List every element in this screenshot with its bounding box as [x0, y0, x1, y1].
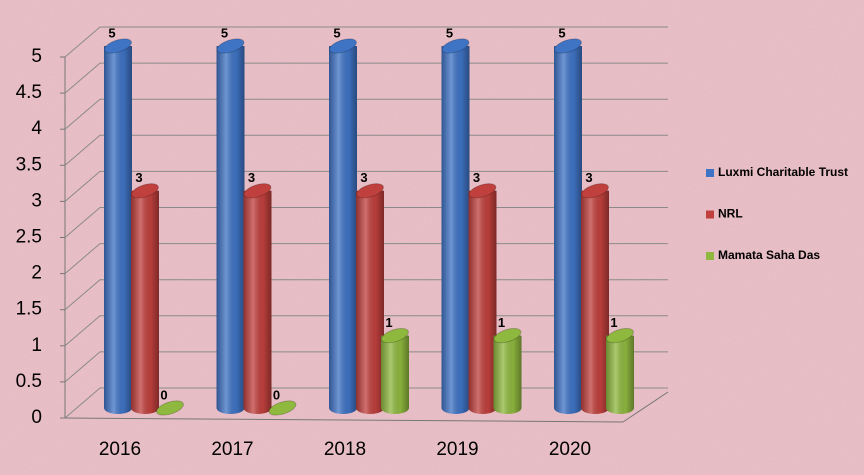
legend-label: Luxmi Charitable Trust: [718, 165, 848, 179]
y-tick-label: 4: [31, 118, 42, 139]
bar-shade: [493, 335, 522, 414]
bar-top: [441, 38, 470, 54]
bar-shade: [131, 190, 159, 414]
bar-top: [156, 400, 184, 416]
bar: [243, 183, 272, 414]
y-tick-label: 2.5: [16, 227, 42, 248]
bar-top: [131, 183, 159, 199]
x-tick-label: 2018: [324, 439, 366, 460]
value-label: 5: [558, 25, 565, 40]
y-tick-label: 3.5: [16, 154, 42, 175]
bar: [356, 183, 384, 414]
bar: [441, 38, 470, 414]
bar-shade: [216, 46, 245, 414]
bar-shade: [356, 190, 384, 414]
bar-shade: [554, 46, 582, 414]
bar: [268, 400, 297, 416]
y-tick-label: 1: [31, 335, 42, 356]
grid-line: [64, 62, 668, 94]
value-label: 0: [273, 387, 280, 402]
bar-top: [493, 327, 522, 344]
value-label: 3: [360, 170, 367, 185]
bar-shade: [468, 190, 497, 414]
bar-top: [243, 183, 272, 199]
value-label: 3: [473, 170, 480, 185]
bar: [554, 38, 582, 414]
bar-shade: [606, 335, 634, 414]
x-tick-label: 2020: [549, 439, 591, 460]
legend-swatch: [706, 210, 714, 219]
x-tick-label: 2017: [211, 439, 253, 460]
value-label: 1: [498, 315, 505, 330]
axis: [64, 417, 624, 423]
value-label: 3: [585, 170, 592, 185]
value-label: 0: [160, 387, 167, 402]
y-tick-label: 2: [31, 263, 42, 284]
bar-top: [356, 183, 384, 199]
value-label: 1: [385, 315, 392, 330]
y-tick-label: 1.5: [16, 299, 42, 320]
grid-line: [64, 26, 668, 58]
bar: [329, 38, 357, 414]
bar: [606, 327, 634, 414]
bar: [216, 38, 245, 414]
y-tick-label: 5: [31, 46, 42, 67]
x-tick-label: 2016: [99, 439, 141, 460]
bar-shade: [243, 190, 272, 414]
bar-top: [104, 38, 132, 54]
value-label: 5: [333, 25, 340, 40]
grid-line: [64, 170, 668, 202]
bar-shade: [381, 335, 409, 414]
bar-top: [216, 38, 245, 54]
bar-top: [554, 38, 582, 54]
axis: [622, 391, 669, 423]
bar-top: [581, 183, 609, 199]
x-tick-label: 2019: [436, 439, 478, 460]
value-label: 5: [221, 25, 228, 40]
legend-label: Mamata Saha Das: [718, 248, 820, 262]
bar: [104, 38, 132, 414]
bar: [468, 183, 497, 414]
value-label: 1: [610, 315, 617, 330]
bar-shade: [441, 46, 470, 414]
value-label: 5: [108, 25, 115, 40]
bar: [493, 327, 522, 414]
grid-line: [64, 134, 668, 166]
grid-line: [64, 98, 668, 130]
value-label: 3: [248, 170, 255, 185]
y-tick-label: 4.5: [16, 82, 42, 103]
bar-top: [381, 327, 409, 344]
bar-shade: [104, 46, 132, 414]
bar: [581, 183, 609, 414]
value-label: 5: [446, 25, 453, 40]
bar-shade: [581, 190, 609, 414]
y-tick-label: 0.5: [16, 371, 42, 392]
bar: [381, 327, 409, 414]
legend-swatch: [706, 169, 714, 177]
y-tick-label: 3: [31, 190, 42, 211]
bar-top: [606, 327, 634, 344]
bar-top: [268, 400, 297, 416]
bar: [156, 400, 184, 416]
bar-top: [468, 183, 497, 199]
bar-shade: [329, 46, 357, 414]
bar-top: [329, 38, 357, 54]
bar: [131, 183, 159, 414]
legend-label: NRL: [718, 207, 743, 221]
legend-swatch: [706, 252, 714, 260]
y-tick-label: 0: [31, 407, 42, 428]
value-label: 3: [135, 170, 142, 185]
